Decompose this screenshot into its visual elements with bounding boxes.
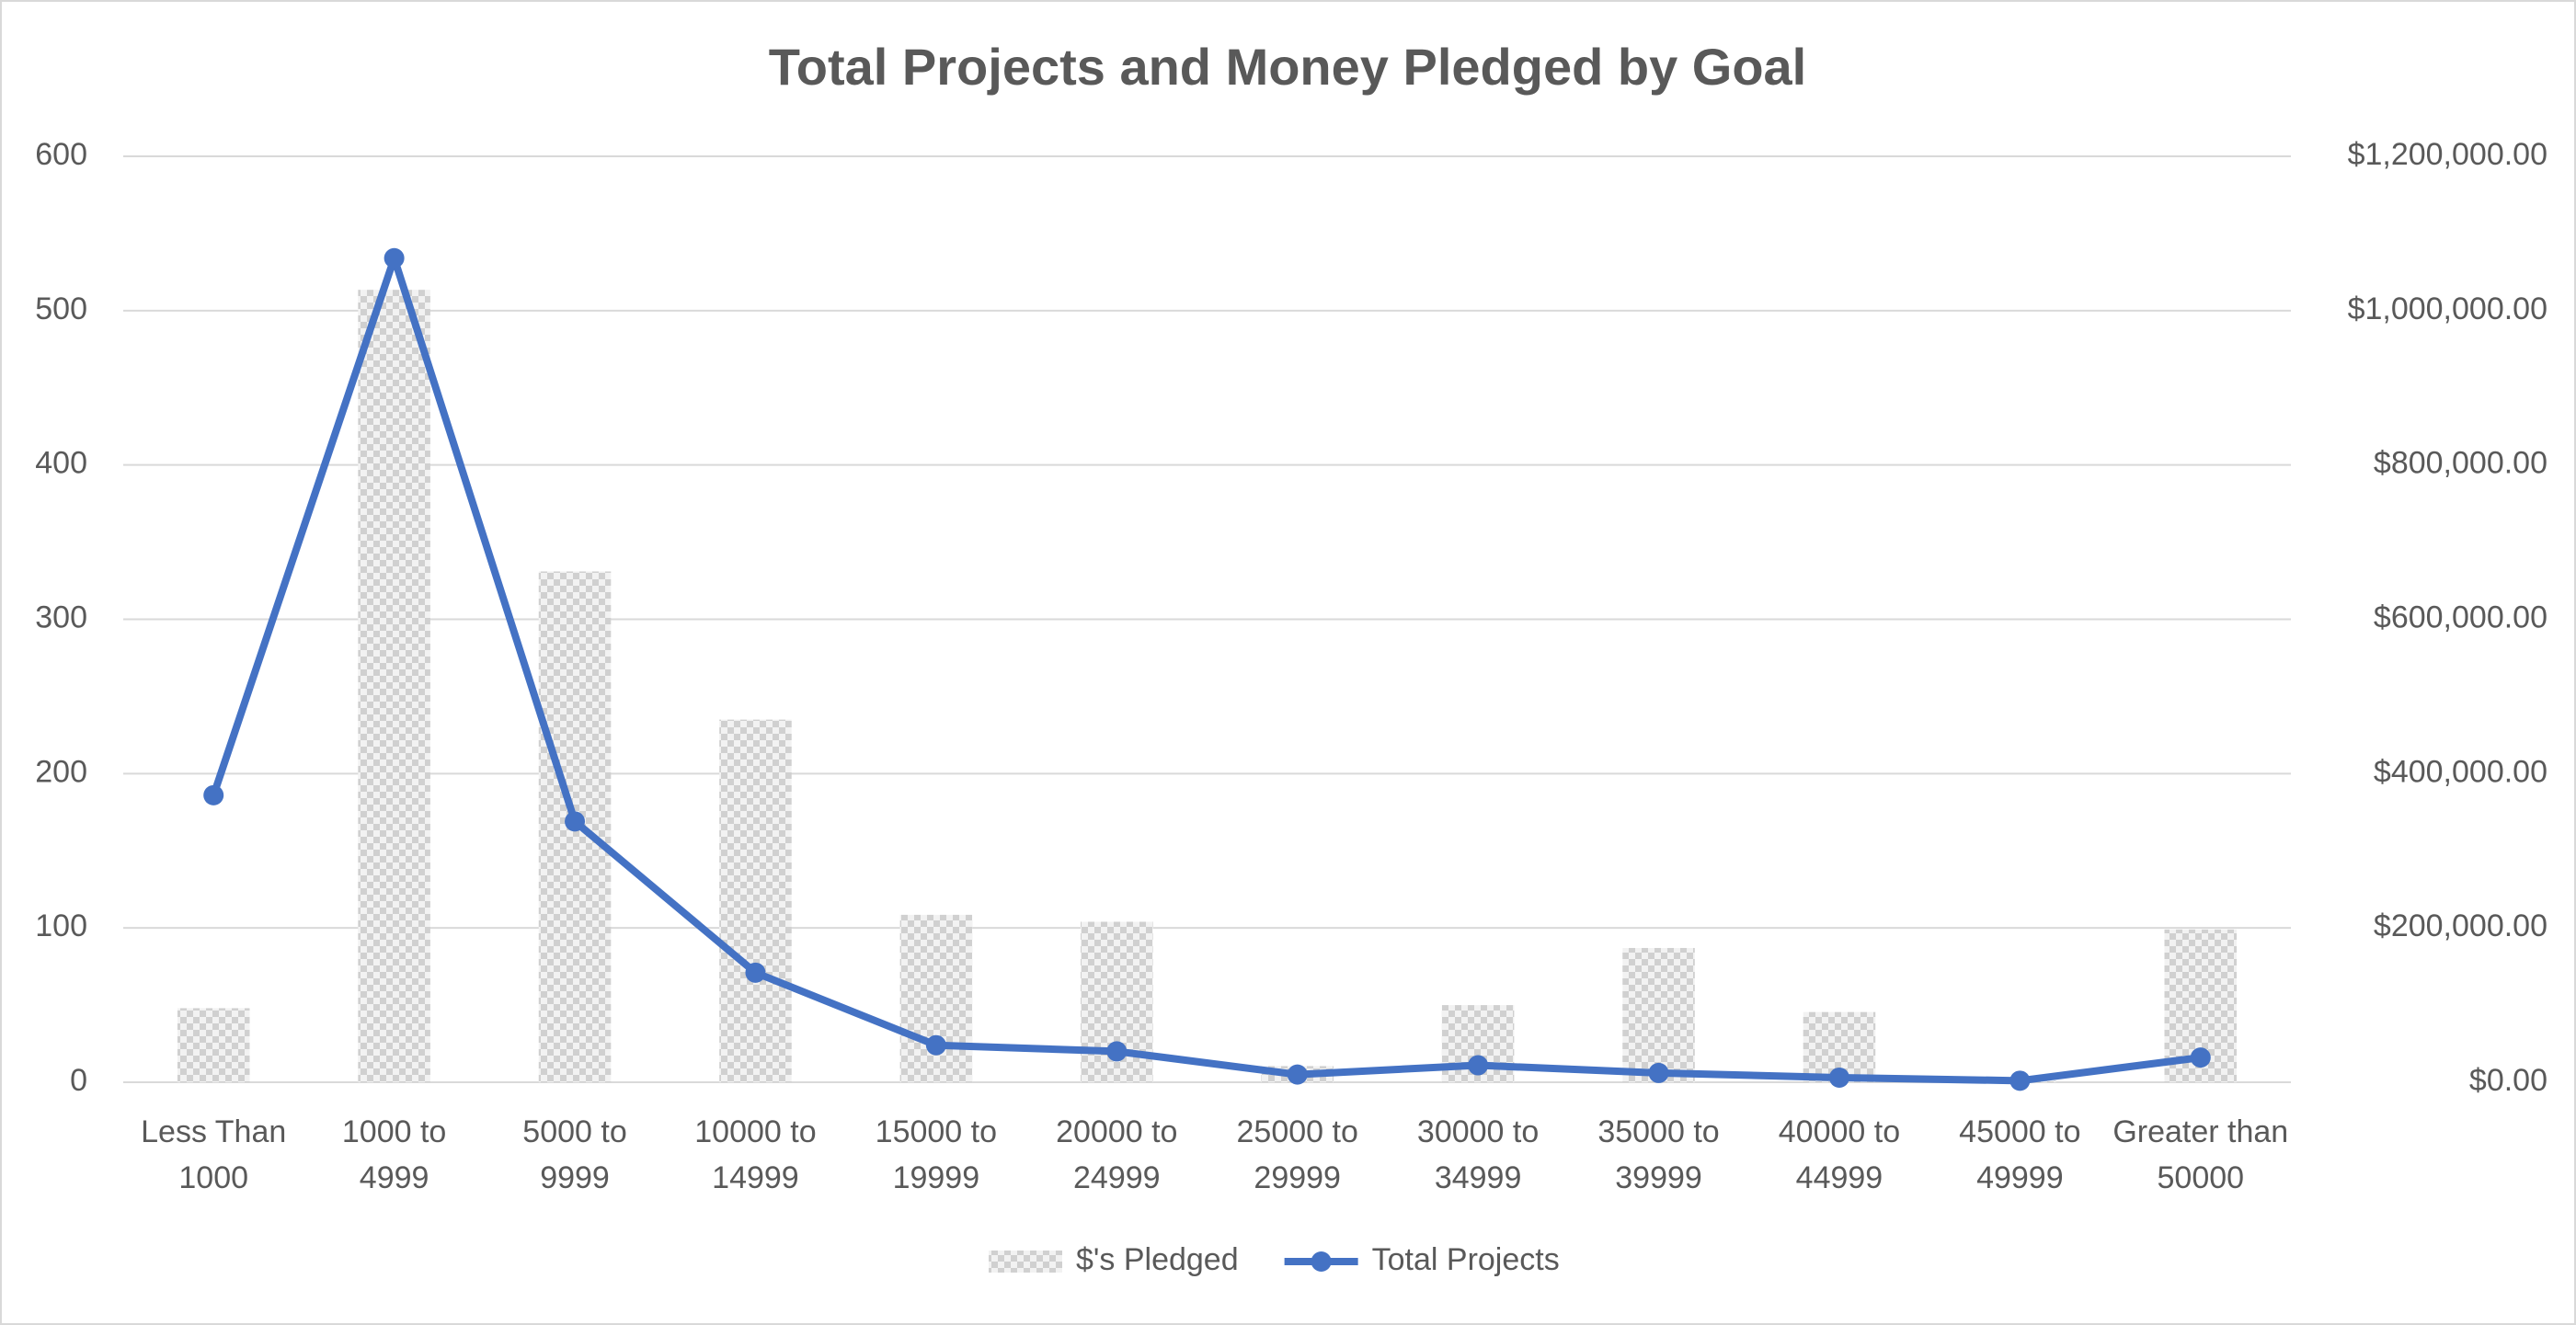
legend-swatch	[989, 1251, 1062, 1273]
bar	[719, 719, 792, 1082]
y2-tick-label: $400,000.00	[2374, 754, 2547, 789]
x-tick-label: 20000 to 24999	[1056, 1114, 1178, 1195]
x-tick-label: 30000 to 34999	[1416, 1114, 1540, 1195]
x-tick-label: 45000 to 49999	[1959, 1114, 2081, 1195]
y-tick-label: 600	[35, 137, 87, 172]
legend-label: Total Projects	[1372, 1242, 1560, 1277]
marker	[565, 811, 586, 832]
x-tick-label: 5000 to 9999	[522, 1114, 627, 1195]
y2-tick-label: $1,000,000.00	[2348, 291, 2547, 326]
y-tick-label: 500	[35, 291, 87, 326]
x-tick-label: Greater than 50000	[2112, 1114, 2289, 1195]
y2-tick-label: $1,200,000.00	[2348, 137, 2547, 172]
x-tick-label: 10000 to 14999	[694, 1114, 817, 1195]
marker	[1468, 1055, 1489, 1076]
y-tick-label: 0	[70, 1063, 87, 1098]
marker	[1828, 1067, 1849, 1088]
marker	[384, 247, 405, 268]
y-tick-label: 300	[35, 600, 87, 634]
y2-tick-label: $200,000.00	[2374, 908, 2547, 943]
bar	[177, 1008, 250, 1082]
x-tick-label: 40000 to 44999	[1778, 1114, 1901, 1195]
y2-tick-label: $0.00	[2469, 1063, 2547, 1098]
marker	[1648, 1062, 1669, 1083]
bar	[899, 914, 973, 1082]
marker	[2009, 1070, 2031, 1091]
bar	[1622, 947, 1695, 1082]
y2-tick-label: $800,000.00	[2374, 446, 2547, 481]
legend-label: $'s Pledged	[1076, 1242, 1239, 1277]
chart-title: Total Projects and Money Pledged by Goal	[769, 38, 1807, 96]
y-tick-label: 400	[35, 446, 87, 481]
x-tick-label: 1000 to 4999	[341, 1114, 447, 1195]
marker	[745, 962, 766, 983]
marker	[1106, 1041, 1128, 1062]
y-tick-label: 200	[35, 754, 87, 789]
line	[210, 254, 2202, 1085]
x-tick-label: 15000 to 19999	[875, 1114, 998, 1195]
marker	[203, 784, 224, 805]
marker	[925, 1034, 946, 1056]
bar	[358, 290, 430, 1082]
marker	[1287, 1064, 1308, 1085]
marker	[2190, 1047, 2211, 1068]
y-tick-label: 100	[35, 908, 87, 943]
y2-tick-label: $600,000.00	[2374, 600, 2547, 634]
x-tick-label: 25000 to 29999	[1236, 1114, 1358, 1195]
x-tick-label: 35000 to 39999	[1597, 1114, 1720, 1195]
legend-marker	[1311, 1251, 1332, 1272]
x-tick-label: Less Than 1000	[141, 1114, 287, 1195]
